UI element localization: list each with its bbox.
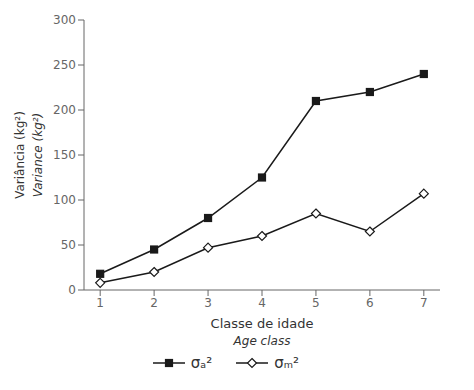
svg-text:250: 250	[53, 58, 76, 72]
svg-text:1: 1	[96, 296, 104, 310]
svg-text:0: 0	[68, 283, 76, 297]
svg-text:Variância (kg²)Variance (kg²): Variância (kg²)Variance (kg²)	[13, 111, 45, 199]
svg-text:300: 300	[53, 13, 76, 27]
html-text:σₘ²: σₘ²	[274, 354, 300, 372]
svg-text:4: 4	[258, 296, 266, 310]
svg-text:5: 5	[312, 296, 320, 310]
svg-text:2: 2	[150, 296, 158, 310]
svg-text:Age class: Age class	[233, 334, 291, 348]
svg-text:3: 3	[204, 296, 212, 310]
svg-text:50: 50	[61, 238, 76, 252]
svg-text:100: 100	[53, 193, 76, 207]
svg-text:6: 6	[366, 296, 374, 310]
svg-text:7: 7	[420, 296, 428, 310]
svg-text:Classe de idade: Classe de idade	[211, 316, 314, 331]
svg-text:150: 150	[53, 148, 76, 162]
svg-text:200: 200	[53, 103, 76, 117]
html-text:σₐ²: σₐ²	[190, 354, 213, 372]
